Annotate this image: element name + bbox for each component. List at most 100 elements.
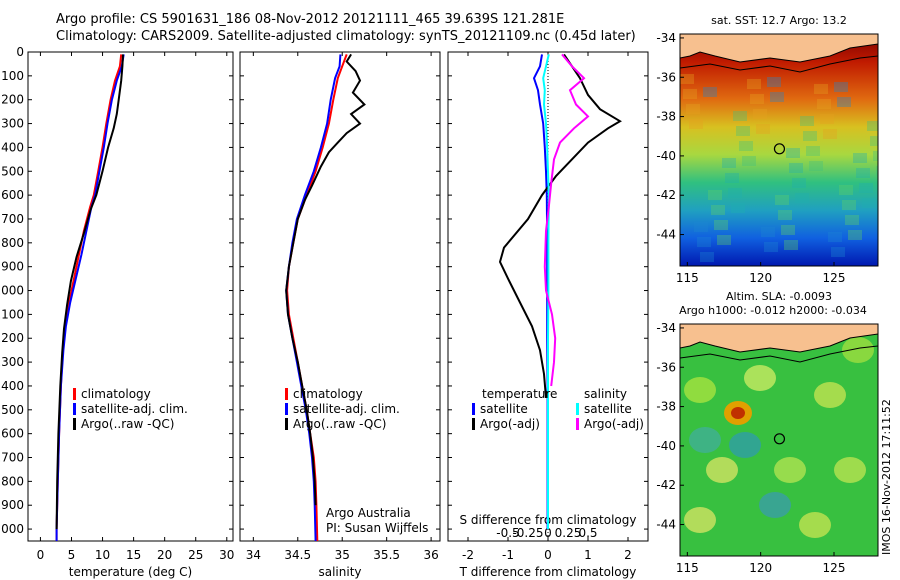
y-tick-label: 2000	[0, 522, 24, 536]
sst-patch	[831, 247, 845, 257]
y-tick-label: 200	[1, 93, 24, 107]
s-diff-tick-label: 0.25	[555, 526, 582, 540]
sst-patch	[761, 227, 775, 237]
legend-swatch	[285, 403, 288, 415]
x-axis-label: temperature (deg C)	[69, 565, 192, 579]
sst-patch	[680, 74, 694, 84]
plot-frame	[27, 51, 234, 542]
map-subtitle: Argo h1000: -0.012 h2000: -0.034	[679, 304, 867, 317]
legend-label: Argo(..raw -QC)	[81, 417, 174, 431]
argo-float-marker	[773, 433, 786, 445]
x-tick-label: 34.5	[284, 548, 311, 562]
x-tick-label: 0	[544, 548, 552, 562]
x-tick-label: -1	[502, 548, 514, 562]
sst-patch	[686, 104, 700, 114]
map-panel-sla: 115 120 125 -34 -36 -38 -40 -42 -44 Altim. SLA: -…	[656, 290, 879, 575]
sst-patch	[775, 195, 789, 205]
sst-patch	[728, 188, 742, 198]
lat-tick-label: -38	[656, 400, 676, 414]
sst-patch	[753, 109, 767, 119]
sst-patch	[703, 87, 717, 97]
y-tick-label: 0	[16, 45, 24, 59]
sst-patch	[867, 121, 878, 131]
panel-annotation: PI: Susan Wijffels	[326, 521, 428, 535]
sst-patch	[848, 230, 862, 240]
sla-anomaly	[729, 432, 761, 458]
lon-tick-label: 115	[676, 561, 699, 575]
figure-title-line1: Argo profile: CS 5901631_186 08-Nov-2012…	[56, 12, 565, 27]
s-diff-tick-label: -0.25	[512, 526, 543, 540]
sst-patch	[750, 94, 764, 104]
y-tick-label: 1900	[0, 498, 24, 512]
sla-anomaly	[731, 407, 745, 419]
sst-patch	[806, 146, 820, 156]
y-tick-label: 1200	[0, 331, 24, 345]
y-tick-label: 1600	[0, 427, 24, 441]
x-tick-label: 10	[95, 548, 110, 562]
map-frame	[679, 33, 879, 267]
sst-patch	[736, 126, 750, 136]
x-tick-label: 25	[188, 548, 203, 562]
sst-patch	[789, 163, 803, 173]
sst-patch	[828, 232, 842, 242]
sst-patch	[817, 99, 831, 109]
sst-patch	[717, 235, 731, 245]
sst-patch	[839, 185, 853, 195]
sst-patch	[803, 131, 817, 141]
sst-patch	[683, 89, 697, 99]
argo-float-marker	[773, 143, 786, 155]
lat-tick-label: -44	[656, 518, 676, 532]
sst-patch	[845, 215, 859, 225]
x-tick-label: 2	[624, 548, 632, 562]
profile-panel-1: 34 34.5 35 35.5 36 salinity climatologysatelli…	[239, 51, 441, 579]
x-tick-label: 1	[584, 548, 592, 562]
sla-anomaly	[744, 365, 776, 391]
legend-label: Argo(-adj)	[584, 417, 644, 431]
y-tick-label: 300	[1, 117, 24, 131]
lat-tick-label: -44	[656, 228, 676, 242]
sst-patch	[809, 161, 823, 171]
legend-label: satellite-adj. clim.	[293, 402, 400, 416]
sla-anomaly	[684, 377, 716, 403]
sla-anomaly	[689, 427, 721, 453]
legend-swatch	[472, 403, 475, 415]
y-tick-label: 1500	[0, 403, 24, 417]
sst-patch	[823, 129, 837, 139]
map-field	[680, 324, 878, 556]
legend-swatch	[472, 418, 475, 430]
lon-tick-label: 125	[823, 271, 846, 285]
series-line-2	[285, 53, 366, 506]
sst-patch	[795, 193, 809, 203]
lat-tick-label: -42	[656, 478, 676, 492]
x-tick-label: 30	[219, 548, 234, 562]
legend-label: Argo(..raw -QC)	[293, 417, 386, 431]
sst-patch	[820, 114, 834, 124]
sla-anomaly	[814, 382, 846, 408]
sst-patch	[784, 240, 798, 250]
coastline-land	[680, 34, 878, 63]
x-tick-label: 35	[335, 548, 350, 562]
sst-patch	[764, 242, 778, 252]
legend-swatch	[73, 403, 76, 415]
series-line-3	[543, 53, 590, 387]
sst-patch	[770, 92, 784, 102]
x-tick-label: -2	[462, 548, 474, 562]
sst-patch	[778, 210, 792, 220]
s-diff-tick-label: 0.5	[578, 526, 597, 540]
legend-label: salinity	[584, 387, 627, 401]
legend-label: satellite	[480, 402, 528, 416]
sst-patch	[814, 84, 828, 94]
legend-swatch	[576, 418, 579, 430]
x-tick-label: 15	[126, 548, 141, 562]
sst-patch	[714, 220, 728, 230]
figure-title-line2: Climatology: CARS2009. Satellite-adjuste…	[56, 29, 636, 44]
sst-patch	[781, 225, 795, 235]
sst-patch	[711, 205, 725, 215]
s-diff-tick-label: -0.5	[496, 526, 519, 540]
y-tick-label: 1000	[0, 284, 24, 298]
y-tick-label: 1300	[0, 355, 24, 369]
sst-patch	[792, 178, 806, 188]
map-title: sat. SST: 12.7 Argo: 13.2	[711, 14, 847, 27]
y-tick-label: 400	[1, 140, 24, 154]
lon-tick-label: 120	[749, 561, 772, 575]
